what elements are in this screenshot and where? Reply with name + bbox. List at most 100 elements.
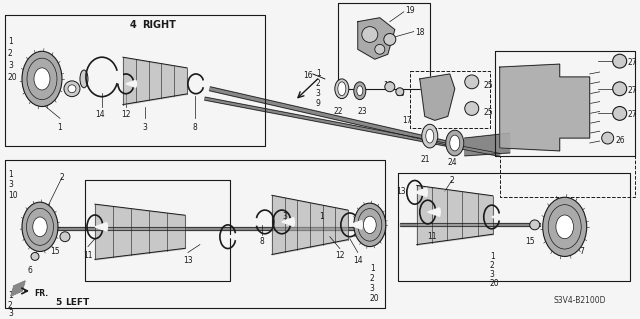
Text: 26: 26 — [616, 136, 625, 145]
Text: 2: 2 — [490, 261, 495, 271]
Text: RIGHT: RIGHT — [142, 20, 176, 30]
Text: 24: 24 — [448, 158, 458, 167]
Text: 7: 7 — [579, 247, 584, 256]
Text: 6: 6 — [28, 266, 33, 275]
Ellipse shape — [335, 79, 349, 99]
Text: 3: 3 — [143, 123, 147, 132]
Text: 27: 27 — [628, 58, 637, 67]
Polygon shape — [209, 87, 460, 148]
Circle shape — [530, 220, 540, 230]
Text: FR.: FR. — [34, 289, 48, 298]
Text: 20: 20 — [370, 294, 380, 303]
Text: 11: 11 — [83, 251, 93, 261]
Circle shape — [384, 33, 396, 45]
Text: 27: 27 — [628, 110, 637, 119]
Text: 20: 20 — [8, 73, 18, 82]
Text: 18: 18 — [415, 28, 424, 37]
Text: 14: 14 — [95, 110, 105, 119]
Text: 21: 21 — [420, 155, 429, 164]
Polygon shape — [400, 223, 540, 226]
Text: 25: 25 — [484, 108, 493, 117]
Text: 8: 8 — [259, 237, 264, 246]
Ellipse shape — [426, 129, 434, 143]
Ellipse shape — [358, 209, 382, 241]
Text: 1: 1 — [370, 264, 374, 273]
Wedge shape — [252, 218, 265, 226]
Text: 4: 4 — [130, 20, 137, 30]
Wedge shape — [415, 188, 428, 197]
Ellipse shape — [446, 130, 464, 156]
Ellipse shape — [34, 68, 50, 90]
Text: 5: 5 — [55, 298, 61, 307]
Text: S3V4-B2100D: S3V4-B2100D — [554, 296, 606, 305]
Circle shape — [63, 235, 67, 239]
Circle shape — [465, 75, 479, 89]
Text: 2: 2 — [8, 301, 13, 310]
Text: 22: 22 — [333, 107, 342, 115]
Wedge shape — [492, 213, 504, 221]
Text: 3: 3 — [8, 309, 13, 318]
Text: 16: 16 — [303, 71, 313, 80]
Ellipse shape — [27, 58, 57, 100]
Ellipse shape — [80, 70, 88, 88]
Text: 2: 2 — [449, 175, 454, 185]
Text: 3: 3 — [370, 284, 374, 293]
Text: 1: 1 — [8, 291, 13, 300]
Text: 20: 20 — [490, 279, 499, 288]
Ellipse shape — [357, 86, 363, 96]
Ellipse shape — [22, 202, 58, 251]
Circle shape — [612, 54, 627, 68]
Text: 25: 25 — [484, 81, 493, 90]
Ellipse shape — [338, 82, 346, 96]
Wedge shape — [428, 208, 440, 216]
Circle shape — [64, 81, 80, 97]
Circle shape — [68, 85, 76, 93]
Text: 19: 19 — [404, 6, 415, 15]
Ellipse shape — [556, 215, 573, 239]
Text: 23: 23 — [357, 107, 367, 115]
Circle shape — [532, 223, 537, 227]
Wedge shape — [126, 80, 136, 87]
Text: 10: 10 — [8, 191, 18, 200]
Circle shape — [385, 82, 395, 92]
Text: 2: 2 — [8, 49, 13, 58]
Wedge shape — [196, 80, 206, 87]
Text: 1: 1 — [490, 252, 495, 262]
Ellipse shape — [450, 135, 460, 151]
Circle shape — [31, 252, 39, 260]
Circle shape — [612, 82, 627, 96]
Circle shape — [60, 232, 70, 241]
Text: 2: 2 — [316, 79, 321, 88]
Text: 14: 14 — [353, 256, 363, 265]
Ellipse shape — [543, 197, 587, 256]
Circle shape — [612, 107, 627, 120]
Text: 27: 27 — [628, 86, 637, 95]
Circle shape — [465, 101, 479, 115]
Circle shape — [375, 44, 385, 54]
Text: 13: 13 — [396, 187, 406, 197]
Ellipse shape — [364, 216, 376, 234]
Text: 1: 1 — [8, 37, 13, 47]
Text: 17: 17 — [402, 116, 412, 125]
Wedge shape — [282, 218, 294, 226]
Text: 13: 13 — [183, 256, 193, 265]
Ellipse shape — [22, 51, 62, 107]
Ellipse shape — [422, 124, 438, 148]
Text: 9: 9 — [316, 99, 321, 108]
Circle shape — [602, 132, 614, 144]
Text: 1: 1 — [319, 212, 324, 221]
Polygon shape — [55, 227, 385, 230]
Ellipse shape — [354, 82, 366, 100]
Polygon shape — [11, 281, 25, 296]
Wedge shape — [350, 221, 362, 229]
Text: 1: 1 — [316, 69, 321, 78]
Text: 15: 15 — [51, 247, 60, 256]
Circle shape — [396, 88, 404, 96]
Ellipse shape — [354, 203, 386, 247]
Text: 3: 3 — [316, 89, 321, 98]
Ellipse shape — [33, 217, 47, 237]
Text: 1: 1 — [58, 123, 62, 132]
Polygon shape — [420, 74, 455, 120]
Circle shape — [362, 26, 378, 42]
Ellipse shape — [26, 208, 54, 245]
